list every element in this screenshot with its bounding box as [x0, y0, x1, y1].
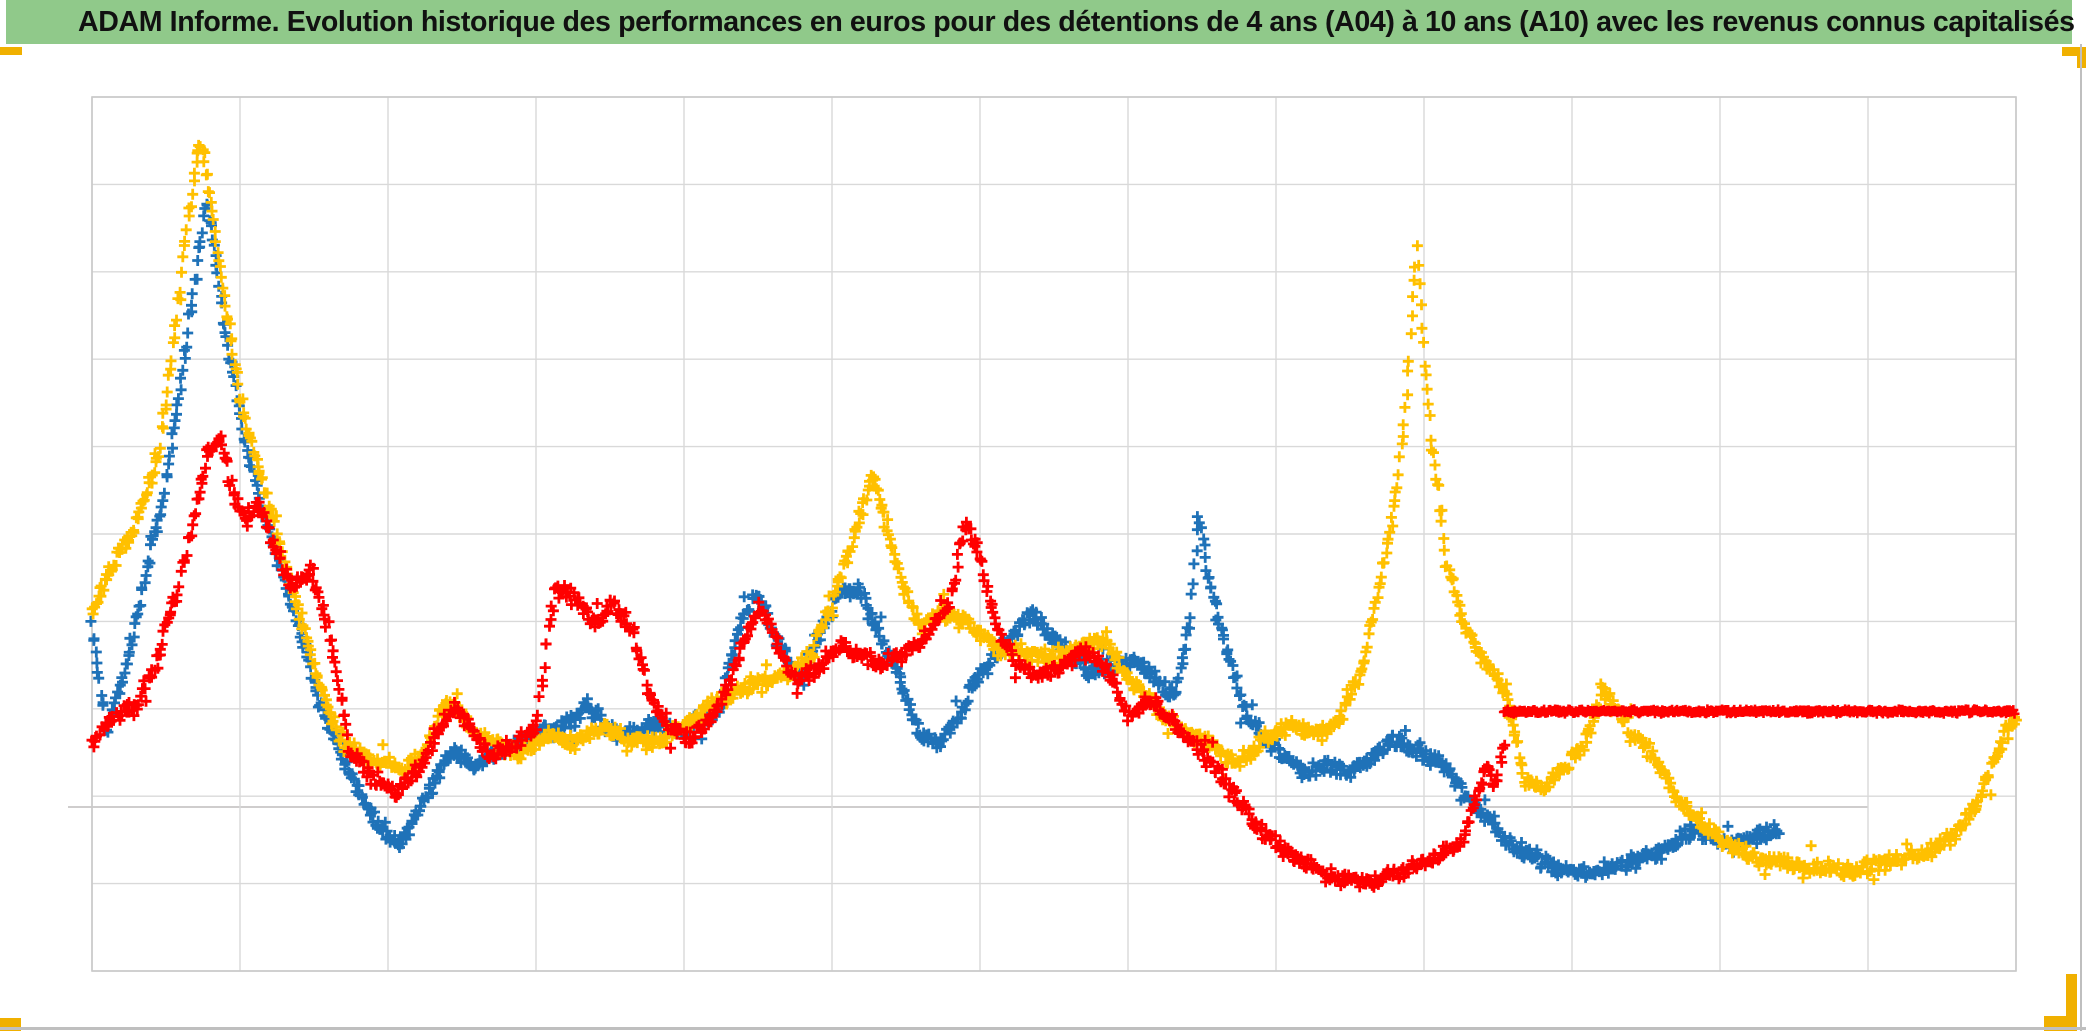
gridlines: [91, 96, 2017, 972]
chart-title: ADAM Informe. Evolution historique des p…: [78, 5, 2075, 38]
corner-accent-bottom-right-v: [2066, 974, 2077, 1031]
right-edge-rule: [2080, 44, 2082, 1031]
flat-line-serie-rouge: [1498, 704, 2020, 719]
bottom-edge-rule: [0, 1027, 2086, 1030]
series-serie-rouge: [86, 430, 1511, 893]
corner-accent-top-right-h: [2062, 47, 2086, 56]
background-row-line: [68, 806, 1868, 808]
title-bar: ADAM Informe. Evolution historique des p…: [6, 0, 2075, 44]
corner-accent-top-left: [0, 47, 22, 55]
